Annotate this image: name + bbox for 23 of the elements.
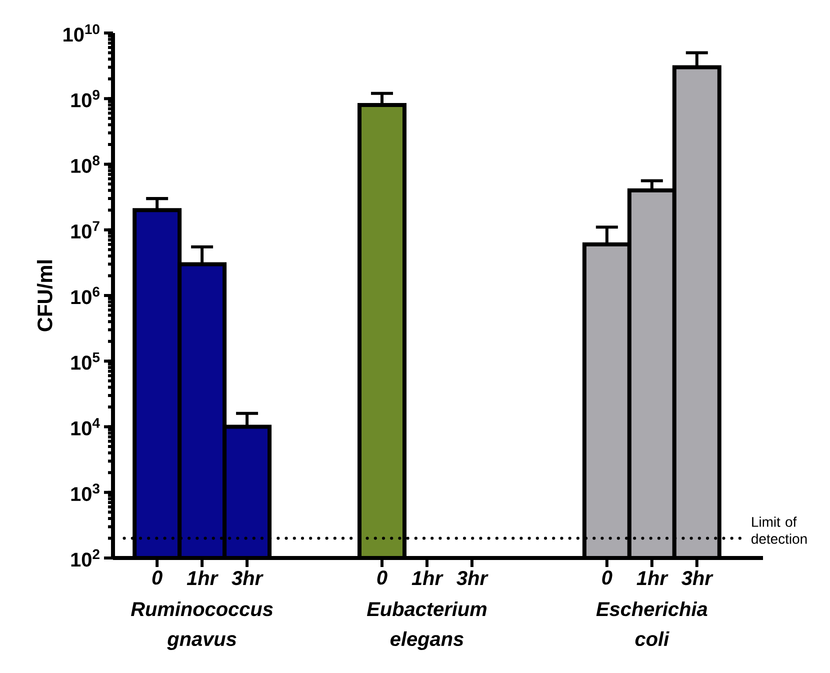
text: Ruminococcus gnavus bbox=[131, 602, 273, 650]
x-tick-label: 3hr bbox=[682, 570, 714, 586]
y-tick-label: 10$^{8}$ bbox=[71, 156, 100, 173]
x-tick-label: 1hr bbox=[412, 570, 444, 585]
y-tick-label: 10$^{9}$ bbox=[71, 90, 100, 108]
x-tick-label: 0 bbox=[377, 570, 388, 585]
y-axis-title: CFU/ml bbox=[36, 260, 53, 332]
y-tick-label: 10$^{10}$ bbox=[64, 24, 100, 42]
ref-line-label: Limit of detection bbox=[752, 516, 807, 544]
y-tick-label: 10$^{6}$ bbox=[71, 286, 100, 304]
y-tick-label: 10$^{2}$ bbox=[71, 549, 100, 567]
y-tick-label: 10$^{4}$ bbox=[71, 418, 100, 436]
y-tick-label: 10$^{3}$ bbox=[71, 484, 100, 502]
x-tick-label: 1hr bbox=[636, 570, 668, 585]
text: Eubacterium elegans bbox=[366, 602, 486, 650]
x-tick-label: 3hr bbox=[232, 570, 264, 586]
x-tick-label: 0 bbox=[602, 570, 612, 585]
y-tick-label: 10$^{5}$ bbox=[71, 352, 100, 370]
x-tick-label: 3hr bbox=[456, 570, 488, 586]
x-tick-label: 0 bbox=[152, 570, 162, 585]
x-tick-label: 1hr bbox=[186, 570, 218, 585]
y-tick-label: 10$^{7}$ bbox=[71, 221, 100, 239]
text: Escherichia coli bbox=[596, 602, 708, 646]
